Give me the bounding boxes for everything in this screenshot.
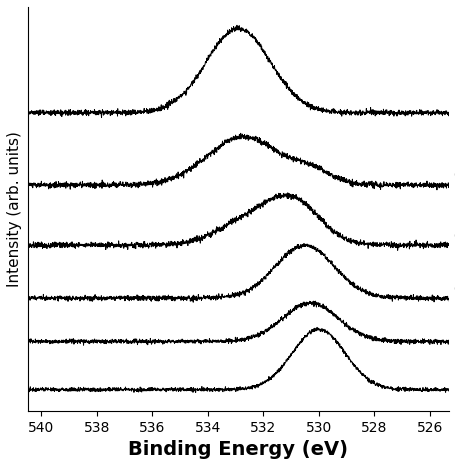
Text: 3.2nm TiO₂: 3.2nm TiO₂ bbox=[453, 374, 455, 387]
Text: 0.2nm Ti: 0.2nm Ti bbox=[453, 170, 455, 183]
Text: 0.8nm TiO₂: 0.8nm TiO₂ bbox=[453, 283, 455, 295]
Text: 1.0nm SiO₂: 1.0nm SiO₂ bbox=[453, 97, 455, 110]
Text: 1.6nm TiO₂: 1.6nm TiO₂ bbox=[453, 326, 455, 339]
Y-axis label: Intensity (arb. units): Intensity (arb. units) bbox=[7, 131, 22, 287]
Text: 0.4nm TiO₂: 0.4nm TiO₂ bbox=[453, 230, 455, 243]
X-axis label: Binding Energy (eV): Binding Energy (eV) bbox=[128, 440, 348, 459]
